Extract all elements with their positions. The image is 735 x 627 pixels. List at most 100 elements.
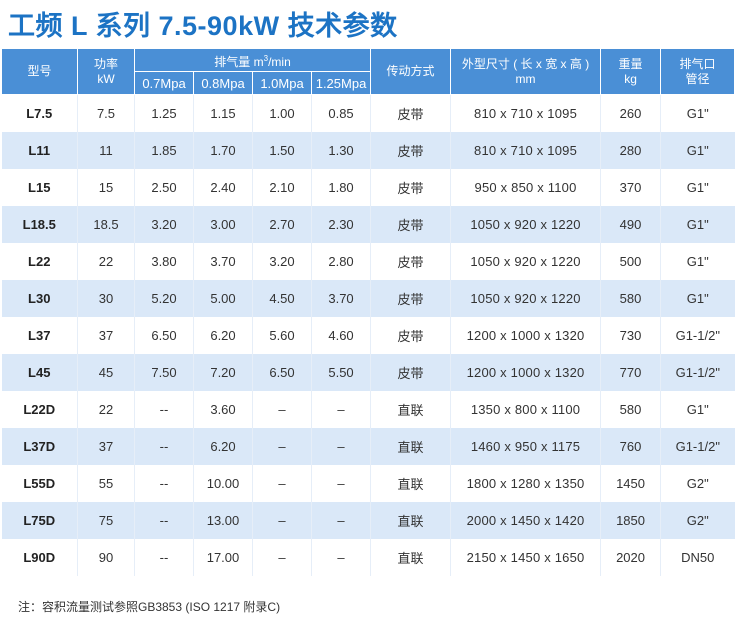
- header-pressure-07: 0.7Mpa: [134, 71, 194, 95]
- cell-flow-125: –: [310, 539, 371, 576]
- cell-dimension: 1200 x 1000 x 1320: [450, 317, 601, 354]
- cell-weight: 1450: [600, 465, 661, 502]
- table-row: L7.5 7.5 1.25 1.15 1.00 0.85 皮带 810 x 710 x 109…: [1, 94, 735, 132]
- cell-drive: 皮带: [370, 169, 451, 206]
- cell-outlet: G1": [660, 280, 735, 317]
- cell-dimension: 1050 x 920 x 1220: [450, 280, 601, 317]
- table-row: L18.5 18.5 3.20 3.00 2.70 2.30 皮带 1050 x 920 x …: [1, 206, 735, 243]
- header-pressure-row: 0.7Mpa 0.8Mpa 1.0Mpa 1.25Mpa: [2, 71, 735, 95]
- table-row: L11 11 1.85 1.70 1.50 1.30 皮带 810 x 710 x 1095 2…: [1, 132, 735, 169]
- cell-dimension: 1050 x 920 x 1220: [450, 206, 601, 243]
- cell-model: L18.5: [1, 206, 78, 243]
- cell-drive: 皮带: [370, 94, 451, 132]
- cell-model: L7.5: [1, 94, 78, 132]
- cell-outlet: G1": [660, 391, 735, 428]
- cell-flow-125: 1.80: [310, 169, 371, 206]
- table-row: L75D 75 -- 13.00– – 直联 2000 x 1450 x 1420 1850 G…: [1, 502, 735, 539]
- cell-weight: 580: [600, 280, 661, 317]
- cell-dimension: 2000 x 1450 x 1420: [450, 502, 601, 539]
- cell-flow-125: 2.30: [310, 206, 371, 243]
- header-weight-label: 重量: [618, 56, 643, 71]
- cell-power: 45: [77, 354, 135, 391]
- footnote: 注：容积流量测试参照GB3853 (ISO 1217 附录C): [18, 600, 281, 614]
- cell-flow-08: 6.20: [193, 317, 253, 354]
- cell-outlet: G1": [660, 169, 735, 206]
- cell-flow-125: –: [310, 502, 371, 539]
- header-weight-unit: kg: [624, 71, 637, 86]
- spec-table: 型号 功率 kW 排气量 m3/min 传动方式 外型尺寸 ( 长 x 宽 x …: [1, 48, 735, 576]
- table-row: L45 45 7.50 7.20 6.50 5.50 皮带 1200 x 1000 x 132…: [1, 354, 735, 391]
- cell-power: 22: [77, 391, 135, 428]
- cell-model: L30: [1, 280, 78, 317]
- cell-weight: 280: [600, 132, 661, 169]
- cell-outlet: G1-1/2": [660, 428, 735, 465]
- cell-flow-125: –: [310, 391, 371, 428]
- cell-power: 37: [77, 317, 135, 354]
- cell-drive: 皮带: [370, 280, 451, 317]
- cell-flow-125: 1.30: [310, 132, 371, 169]
- cell-flow-08: 1.15: [193, 94, 253, 132]
- cell-flow-08: 13.00: [193, 502, 253, 539]
- cell-flow-125: –: [310, 428, 371, 465]
- cell-flow-07: --: [134, 465, 194, 502]
- cell-outlet: G1-1/2": [660, 354, 735, 391]
- cell-dimension: 1050 x 920 x 1220: [450, 243, 601, 280]
- cell-outlet: G2": [660, 502, 735, 539]
- header-power-unit: kW: [97, 71, 115, 86]
- header-drive: 传动方式: [370, 48, 452, 95]
- header-flow-sup: 3: [263, 53, 269, 63]
- cell-weight: 500: [600, 243, 661, 280]
- cell-dimension: 2150 x 1450 x 1650: [450, 539, 601, 576]
- cell-outlet: G1": [660, 243, 735, 280]
- cell-weight: 1850: [600, 502, 661, 539]
- cell-outlet: G1": [660, 94, 735, 132]
- cell-flow-10: 2.10: [252, 169, 312, 206]
- cell-flow-10: 6.50: [252, 354, 312, 391]
- header-weight: 重量 kg: [600, 48, 662, 95]
- table-row: L90D 90 -- 17.00– – 直联 2150 x 1450 x 1650 2020 D…: [1, 539, 735, 576]
- cell-outlet: G1-1/2": [660, 317, 735, 354]
- cell-model: L37D: [1, 428, 78, 465]
- cell-flow-08: 2.40: [193, 169, 253, 206]
- cell-weight: 370: [600, 169, 661, 206]
- cell-weight: 580: [600, 391, 661, 428]
- cell-drive: 皮带: [370, 132, 451, 169]
- cell-flow-08: 3.70: [193, 243, 253, 280]
- cell-flow-10: –: [252, 428, 312, 465]
- cell-flow-10: –: [252, 539, 312, 576]
- cell-model: L22: [1, 243, 78, 280]
- cell-flow-08: 3.60: [193, 391, 253, 428]
- cell-drive: 皮带: [370, 206, 451, 243]
- cell-outlet: G1": [660, 206, 735, 243]
- table-row: L37D 37 -- 6.20– – 直联 1460 x 950 x 1175 760 G1-1…: [1, 428, 735, 465]
- cell-power: 7.5: [77, 94, 135, 132]
- header-dimension-label: 外型尺寸 ( 长 x 宽 x 高 ): [461, 56, 590, 71]
- cell-outlet: DN50: [660, 539, 735, 576]
- cell-flow-07: 1.25: [134, 94, 194, 132]
- header-row: 型号 功率 kW 排气量 m3/min 传动方式 外型尺寸 ( 长 x 宽 x …: [1, 48, 735, 95]
- cell-power: 75: [77, 502, 135, 539]
- cell-flow-125: 0.85: [310, 94, 371, 132]
- cell-weight: 770: [600, 354, 661, 391]
- cell-drive: 直联: [370, 428, 451, 465]
- cell-flow-08: 3.00: [193, 206, 253, 243]
- cell-dimension: 1350 x 800 x 1100: [450, 391, 601, 428]
- cell-flow-08: 6.20: [193, 428, 253, 465]
- cell-flow-08: 1.70: [193, 132, 253, 169]
- header-pressure-08: 0.8Mpa: [193, 71, 253, 95]
- table-row: L15 15 2.50 2.40 2.10 1.80 皮带 950 x 850 x 1100 3…: [1, 169, 735, 206]
- header-dimension: 外型尺寸 ( 长 x 宽 x 高 ) mm: [450, 48, 602, 95]
- cell-power: 37: [77, 428, 135, 465]
- cell-weight: 2020: [600, 539, 661, 576]
- cell-flow-10: –: [252, 502, 312, 539]
- header-pressure-125: 1.25Mpa: [310, 71, 372, 95]
- cell-flow-07: 2.50: [134, 169, 194, 206]
- cell-drive: 直联: [370, 391, 451, 428]
- page-title: 工频 L 系列 7.5-90kW 技术参数: [8, 11, 398, 41]
- table-row: L22D 22 -- 3.60– – 直联 1350 x 800 x 1100 580 G1": [1, 391, 735, 428]
- cell-drive: 皮带: [370, 354, 451, 391]
- table-row: L37 37 6.50 6.20 5.60 4.60 皮带 1200 x 1000 x 132…: [1, 317, 735, 354]
- cell-model: L15: [1, 169, 78, 206]
- table-row: L55D 55 -- 10.00– – 直联 1800 x 1280 x 1350 1450 G…: [1, 465, 735, 502]
- cell-drive: 直联: [370, 502, 451, 539]
